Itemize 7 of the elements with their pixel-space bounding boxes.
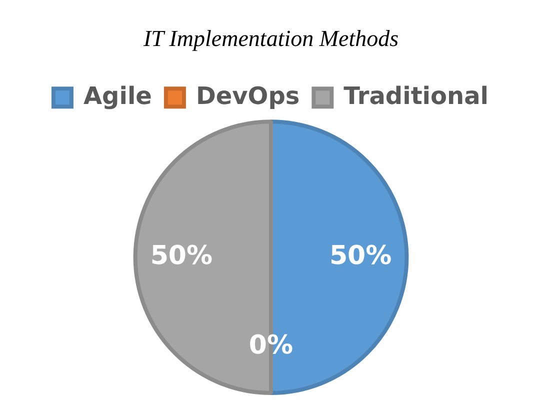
data-label: 50% xyxy=(329,241,392,272)
legend-label: Agile xyxy=(83,82,152,110)
chart-title: IT Implementation Methods xyxy=(142,26,399,51)
legend-label: DevOps xyxy=(196,82,300,110)
legend-label: Traditional xyxy=(344,82,489,110)
data-label: 50% xyxy=(150,241,213,272)
text: 0% xyxy=(248,330,294,361)
